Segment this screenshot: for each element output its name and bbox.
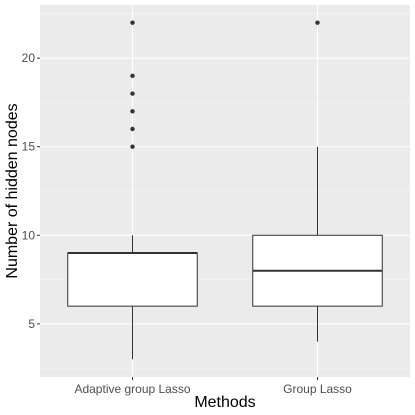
outlier-point	[130, 109, 135, 114]
outlier-point	[130, 144, 135, 149]
outlier-point	[130, 73, 135, 79]
y-tick-label: 20	[22, 51, 36, 65]
y-tick-label: 5	[28, 317, 35, 331]
outlier-point	[130, 126, 135, 132]
x-axis-title: Methods	[194, 394, 255, 411]
outlier-point	[315, 20, 320, 25]
box-group	[67, 20, 198, 360]
box-group	[252, 20, 383, 342]
axes: 5 10 15 20 Adaptive group Lasso Group Lasso	[22, 51, 353, 396]
boxes	[67, 20, 383, 360]
x-tick-label: Adaptive group Lasso	[74, 382, 190, 396]
y-tick-label: 10	[22, 228, 36, 242]
y-axis-title: Number of hidden nodes	[4, 103, 21, 278]
x-tick-label: Group Lasso	[283, 382, 352, 396]
outlier-point	[130, 91, 135, 96]
y-tick-label: 15	[22, 140, 36, 154]
outlier-point	[130, 20, 135, 25]
box-iqr	[67, 252, 198, 307]
